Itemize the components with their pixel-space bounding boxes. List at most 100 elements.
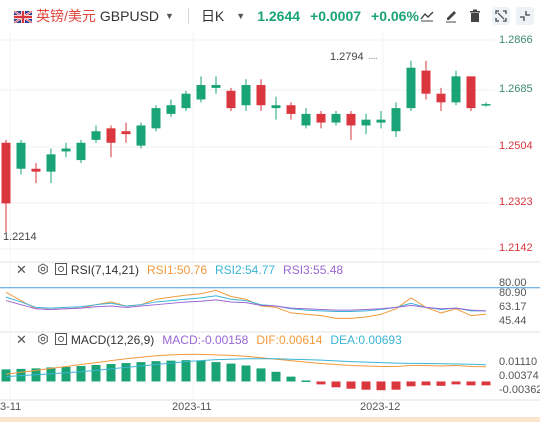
low-annotation: 1.2214 (3, 231, 37, 243)
candle-body (76, 142, 86, 161)
macd-bar (331, 381, 341, 388)
candle-body (466, 76, 476, 109)
candle-body (31, 168, 41, 172)
macd-bar (241, 365, 251, 382)
macd-tick: -0.00362 (499, 384, 540, 396)
macd-tick: 0.00374 (499, 370, 539, 382)
candle-body (61, 148, 71, 152)
date-tick: 2023-11 (172, 401, 212, 413)
macd-bar (166, 360, 176, 382)
candle-body (226, 90, 236, 109)
fullscreen-icon[interactable] (492, 7, 510, 25)
candle-body (46, 154, 56, 172)
macd-bar (286, 376, 296, 382)
rsi-tick: 80.00 (499, 277, 527, 289)
delete-icon[interactable] (466, 7, 484, 25)
macd-value: MACD:-0.00158 (162, 333, 249, 347)
macd-bar (16, 368, 26, 382)
price-change-percent: +0.06% (371, 8, 419, 24)
candle-body (481, 104, 491, 106)
close-macd-icon[interactable]: ✕ (16, 332, 27, 347)
period-selector[interactable]: 日K (200, 8, 225, 24)
macd-histogram (1, 360, 491, 391)
rsi-tick: 45.44 (499, 315, 527, 327)
macd-bar (196, 360, 206, 382)
candle-body (181, 93, 191, 109)
symbol-code[interactable]: GBPUSD (99, 8, 160, 24)
price-tick: 1.2504 (499, 140, 533, 152)
minimize-icon[interactable] (516, 7, 534, 25)
candle-body (151, 108, 161, 129)
macd-lines (5, 353, 487, 378)
rsi-series-line (5, 299, 487, 312)
dea-value: DEA:0.00693 (330, 333, 402, 347)
macd-bar (226, 363, 236, 382)
date-tick: 3-11 (0, 401, 22, 413)
rsi1-value: RSI1:50.76 (146, 263, 207, 277)
macd-bar (91, 365, 101, 382)
edit-pen-icon[interactable] (442, 7, 460, 25)
macd-bar (316, 381, 326, 385)
candle-body (211, 85, 221, 88)
macd-bar (31, 368, 41, 382)
candle-body (301, 113, 311, 126)
candle-body (451, 76, 461, 103)
macd-bar (271, 371, 281, 382)
rsi-series-line (5, 295, 486, 313)
candle-body (271, 105, 281, 109)
dif-value: DIF:0.00614 (256, 333, 323, 347)
candle-body (391, 108, 401, 132)
candle-body (421, 70, 431, 94)
macd-series-line (5, 358, 487, 378)
candle-body (91, 131, 101, 140)
toolbar-divider (187, 8, 189, 24)
candle-body (16, 142, 26, 169)
macd-visibility-icon[interactable] (54, 332, 67, 348)
price-tick: 1.2685 (499, 83, 533, 95)
macd-bar (181, 360, 191, 382)
macd-bar (406, 381, 416, 387)
candle-body (316, 113, 326, 123)
candle-body (376, 119, 386, 123)
candle-body (406, 67, 416, 109)
rsi-visibility-icon[interactable] (54, 262, 67, 278)
candle-body (361, 119, 371, 126)
candlestick-series (1, 60, 491, 233)
uk-flag-icon (13, 10, 33, 24)
macd-title: MACD(12,26,9) (70, 333, 155, 347)
candle-body (166, 105, 176, 114)
line-style-icon[interactable] (418, 7, 436, 25)
rsi-settings-icon[interactable] (37, 262, 49, 278)
rsi3-value: RSI3:55.48 (283, 263, 344, 277)
rsi-title: RSI(7,14,21) (70, 263, 139, 277)
rsi-tick: 80.90 (499, 287, 527, 299)
period-dropdown-icon[interactable]: ▼ (236, 11, 246, 21)
macd-settings-icon[interactable] (37, 332, 49, 348)
macd-bar (361, 381, 371, 390)
last-price: 1.2644 (257, 8, 301, 24)
macd-tick: 0.01110 (499, 356, 538, 368)
rsi2-value: RSI2:54.77 (215, 263, 276, 277)
macd-bar (136, 362, 146, 382)
macd-header: ✕ MACD(12,26,9) MACD:-0.00158 DIF:0.0061… (0, 331, 402, 349)
macd-bar (346, 381, 356, 389)
price-tick: 1.2142 (499, 242, 533, 254)
macd-bar (391, 381, 401, 390)
macd-bar (466, 381, 476, 386)
macd-bar (481, 381, 491, 386)
candle-body (106, 128, 116, 143)
candle-body (121, 131, 131, 135)
symbol-name[interactable]: 英镑/美元 (36, 8, 96, 24)
macd-bar (256, 368, 266, 382)
macd-bar (301, 380, 311, 383)
rsi-header: ✕ RSI(7,14,21) RSI1:50.76 RSI2:54.77 RSI… (0, 261, 343, 279)
candle-body (196, 85, 206, 100)
candle-body (346, 113, 356, 126)
candle-body (136, 125, 146, 146)
close-rsi-icon[interactable]: ✕ (16, 262, 27, 277)
scroll-bar[interactable] (0, 417, 540, 422)
high-annotation-marker: ..... (368, 51, 378, 62)
symbol-dropdown-icon[interactable]: ▼ (165, 11, 174, 21)
rsi-tick: 63.17 (499, 301, 527, 313)
